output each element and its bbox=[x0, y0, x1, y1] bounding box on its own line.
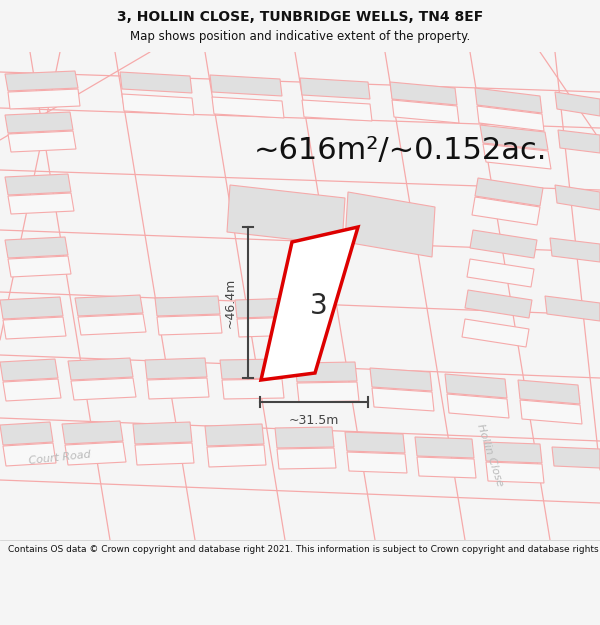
Polygon shape bbox=[392, 100, 459, 123]
Polygon shape bbox=[558, 130, 600, 153]
Polygon shape bbox=[370, 368, 432, 391]
Polygon shape bbox=[297, 382, 359, 402]
Text: 3: 3 bbox=[310, 291, 328, 319]
Polygon shape bbox=[205, 424, 264, 446]
Polygon shape bbox=[475, 88, 542, 113]
Polygon shape bbox=[445, 374, 507, 398]
Text: 3, HOLLIN CLOSE, TUNBRIDGE WELLS, TN4 8EF: 3, HOLLIN CLOSE, TUNBRIDGE WELLS, TN4 8E… bbox=[117, 11, 483, 24]
Polygon shape bbox=[345, 192, 435, 257]
Polygon shape bbox=[302, 100, 372, 121]
Polygon shape bbox=[447, 394, 509, 418]
Polygon shape bbox=[552, 447, 600, 468]
Text: ~46.4m: ~46.4m bbox=[223, 278, 236, 328]
Polygon shape bbox=[555, 92, 600, 116]
Polygon shape bbox=[277, 448, 336, 469]
Polygon shape bbox=[122, 94, 194, 115]
Polygon shape bbox=[135, 443, 194, 465]
Polygon shape bbox=[372, 388, 434, 411]
Text: ~31.5m: ~31.5m bbox=[289, 414, 339, 426]
Polygon shape bbox=[477, 106, 544, 131]
Polygon shape bbox=[120, 72, 192, 93]
Polygon shape bbox=[210, 75, 282, 96]
Polygon shape bbox=[3, 379, 61, 401]
Polygon shape bbox=[155, 296, 220, 316]
Polygon shape bbox=[0, 422, 53, 445]
Text: ~616m²/~0.152ac.: ~616m²/~0.152ac. bbox=[253, 136, 547, 164]
Polygon shape bbox=[207, 445, 266, 467]
Polygon shape bbox=[550, 238, 600, 262]
Polygon shape bbox=[5, 174, 71, 195]
Polygon shape bbox=[3, 317, 66, 339]
Polygon shape bbox=[475, 178, 543, 206]
Polygon shape bbox=[275, 427, 334, 448]
Polygon shape bbox=[415, 437, 474, 458]
Polygon shape bbox=[472, 197, 540, 225]
Text: Court Road: Court Road bbox=[28, 450, 92, 466]
Polygon shape bbox=[470, 230, 537, 258]
Polygon shape bbox=[347, 452, 407, 473]
Text: Contains OS data © Crown copyright and database right 2021. This information is : Contains OS data © Crown copyright and d… bbox=[8, 545, 600, 554]
Polygon shape bbox=[518, 380, 580, 404]
Polygon shape bbox=[462, 319, 529, 347]
Polygon shape bbox=[5, 71, 78, 91]
Polygon shape bbox=[345, 432, 405, 453]
Polygon shape bbox=[5, 112, 73, 133]
Polygon shape bbox=[390, 82, 457, 105]
Polygon shape bbox=[465, 290, 532, 318]
Polygon shape bbox=[222, 379, 284, 399]
Polygon shape bbox=[555, 185, 600, 210]
Polygon shape bbox=[147, 378, 209, 399]
Polygon shape bbox=[220, 359, 282, 379]
Polygon shape bbox=[71, 378, 136, 400]
Text: Map shows position and indicative extent of the property.: Map shows position and indicative extent… bbox=[130, 29, 470, 42]
Text: Hollin Close: Hollin Close bbox=[475, 422, 505, 488]
Polygon shape bbox=[157, 315, 222, 335]
Polygon shape bbox=[3, 443, 56, 466]
Polygon shape bbox=[62, 421, 123, 444]
Polygon shape bbox=[484, 442, 542, 463]
Polygon shape bbox=[8, 131, 76, 152]
Polygon shape bbox=[75, 295, 143, 316]
Polygon shape bbox=[145, 358, 207, 379]
Polygon shape bbox=[5, 237, 68, 258]
Polygon shape bbox=[520, 400, 582, 424]
Polygon shape bbox=[295, 362, 357, 382]
Polygon shape bbox=[417, 457, 476, 478]
Polygon shape bbox=[8, 256, 71, 277]
Polygon shape bbox=[480, 125, 548, 150]
Polygon shape bbox=[0, 297, 63, 319]
Polygon shape bbox=[467, 259, 534, 287]
Polygon shape bbox=[8, 89, 80, 109]
Polygon shape bbox=[212, 97, 284, 118]
Polygon shape bbox=[235, 298, 300, 318]
Polygon shape bbox=[65, 442, 126, 465]
Polygon shape bbox=[237, 317, 302, 337]
Polygon shape bbox=[8, 193, 74, 214]
Polygon shape bbox=[486, 462, 544, 483]
Polygon shape bbox=[68, 358, 133, 380]
Polygon shape bbox=[300, 78, 370, 99]
Polygon shape bbox=[0, 359, 58, 381]
Polygon shape bbox=[261, 227, 358, 380]
Polygon shape bbox=[227, 185, 345, 245]
Polygon shape bbox=[545, 296, 600, 321]
Polygon shape bbox=[78, 314, 146, 335]
Polygon shape bbox=[133, 422, 192, 444]
Polygon shape bbox=[483, 144, 551, 169]
